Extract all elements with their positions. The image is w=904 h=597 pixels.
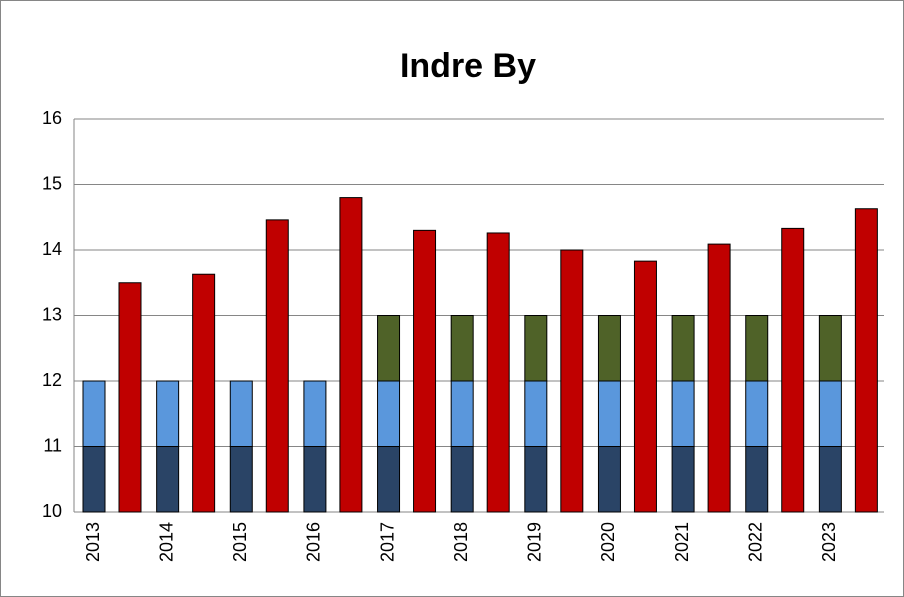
bar (524, 315, 548, 382)
x-tick-label: 2017 (377, 522, 397, 562)
bar (192, 273, 216, 513)
bar (413, 229, 437, 513)
bar (745, 446, 769, 513)
y-tick-label: 13 (42, 304, 62, 324)
bar (229, 446, 253, 513)
bar (339, 197, 363, 513)
bar (560, 249, 584, 513)
bar (818, 315, 842, 382)
bar (597, 446, 621, 513)
x-tick-label: 2022 (745, 522, 765, 562)
bar (156, 446, 180, 513)
bar (524, 380, 548, 447)
bar (524, 446, 548, 513)
bar (377, 315, 401, 382)
y-tick-label: 11 (43, 435, 62, 455)
x-tick-label: 2018 (451, 522, 471, 562)
y-tick-label: 14 (42, 239, 62, 259)
bar (671, 315, 695, 382)
bar (597, 315, 621, 382)
bar (265, 219, 289, 513)
x-tick-label: 2019 (525, 522, 545, 562)
y-tick-label: 12 (42, 370, 62, 390)
y-tick-label: 15 (42, 173, 62, 193)
bar (229, 380, 253, 447)
x-tick-label: 2015 (230, 522, 250, 562)
y-tick-label: 16 (42, 108, 62, 128)
bar (671, 380, 695, 447)
bar (707, 243, 731, 513)
bar (597, 380, 621, 447)
x-tick-label: 2016 (304, 522, 324, 562)
bar (818, 446, 842, 513)
bar (671, 446, 695, 513)
y-tick-label: 10 (42, 501, 62, 521)
bar (82, 380, 106, 447)
x-tick-label: 2014 (156, 522, 176, 562)
bar (486, 232, 510, 513)
x-tick-label: 2021 (672, 522, 692, 562)
bar (82, 446, 106, 513)
bar (633, 260, 657, 513)
bar (303, 446, 327, 513)
bar (377, 380, 401, 447)
bar (156, 380, 180, 447)
bar (818, 380, 842, 447)
bar (118, 282, 142, 513)
chart-title: Indre By (400, 47, 536, 85)
bar (450, 315, 474, 382)
x-tick-label: 2023 (819, 522, 839, 562)
bar (781, 227, 805, 513)
x-tick-label: 2013 (83, 522, 103, 562)
bar (450, 446, 474, 513)
bar (450, 380, 474, 447)
bar (377, 446, 401, 513)
bar (745, 380, 769, 447)
bar (303, 380, 327, 447)
x-tick-label: 2020 (598, 522, 618, 562)
bar (854, 208, 878, 513)
bar (745, 315, 769, 382)
